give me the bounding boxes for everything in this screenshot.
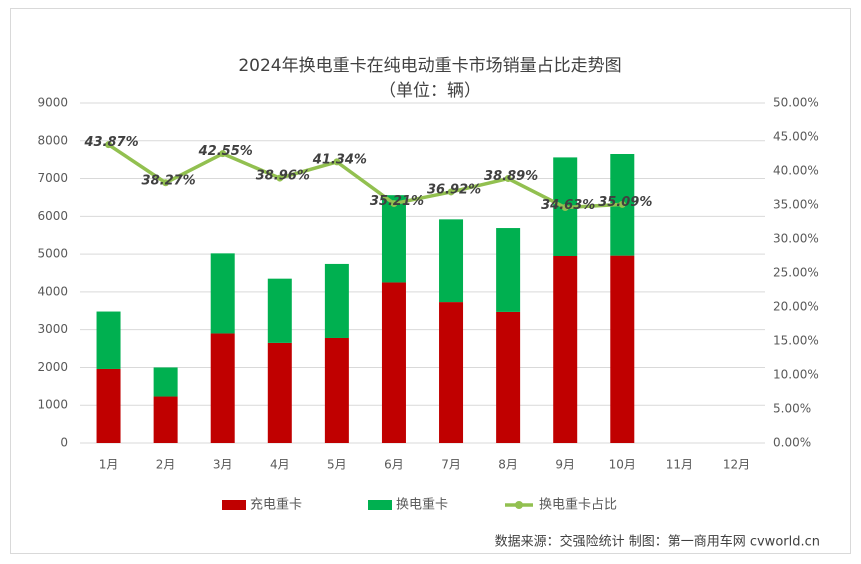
legend-label: 换电重卡 [396, 497, 448, 513]
x-tick-label: 4月 [270, 458, 290, 472]
y2-tick-label: 45.00% [773, 130, 819, 144]
bar [439, 302, 464, 443]
bar [210, 333, 235, 443]
y2-tick-label: 10.00% [773, 368, 819, 382]
legend-swatch [368, 500, 392, 510]
chart-title: 2024年换电重卡在纯电动重卡市场销量占比走势图 [238, 56, 621, 76]
line-point [333, 158, 341, 166]
line-point [105, 141, 113, 149]
legend-label: 换电重卡占比 [539, 497, 617, 513]
y2-tick-label: 5.00% [773, 402, 811, 416]
bar [610, 255, 635, 443]
data-label: 38.27% [142, 173, 196, 188]
y-tick-label: 3000 [37, 322, 68, 336]
y-tick-label: 2000 [37, 360, 68, 374]
data-label: 43.87% [83, 135, 138, 150]
legend-marker [515, 501, 523, 509]
y-tick-label: 5000 [37, 247, 68, 261]
bar [439, 219, 464, 303]
line-point [276, 174, 284, 182]
bar [324, 263, 349, 338]
bar [96, 368, 121, 443]
bar [496, 228, 521, 312]
line-point [561, 204, 569, 212]
data-label: 34.63% [541, 198, 595, 213]
y-tick-label: 4000 [37, 284, 68, 298]
line-point [618, 200, 626, 208]
y2-tick-label: 50.00% [773, 96, 819, 110]
chart-subtitle: （单位：辆） [379, 81, 481, 101]
data-label: 35.21% [370, 194, 424, 209]
x-tick-label: 3月 [213, 458, 233, 472]
line [107, 143, 623, 210]
x-tick-label: 5月 [327, 458, 347, 472]
bar [381, 282, 406, 443]
data-label: 42.55% [198, 144, 253, 159]
x-tick-label: 12月 [723, 458, 750, 472]
x-tick-label: 9月 [555, 458, 575, 472]
data-label: 36.92% [427, 182, 481, 197]
x-tick-label: 8月 [498, 458, 518, 472]
y-tick-label: 9000 [37, 96, 68, 110]
y2-tick-label: 40.00% [773, 164, 819, 178]
y2-tick-label: 35.00% [773, 198, 819, 212]
bar [96, 311, 121, 369]
bar [267, 342, 292, 443]
x-tick-label: 1月 [99, 458, 119, 472]
y2-tick-label: 0.00% [773, 436, 811, 450]
y-tick-label: 8000 [37, 133, 68, 147]
data-label: 41.34% [312, 152, 367, 167]
bar [381, 195, 406, 283]
line-point [447, 188, 455, 196]
legend-label: 充电重卡 [250, 497, 302, 513]
x-tick-label: 2月 [156, 458, 176, 472]
y2-tick-label: 25.00% [773, 266, 819, 280]
bar [153, 396, 178, 443]
line-point [219, 150, 227, 158]
bar [324, 337, 349, 443]
line-point [162, 179, 170, 187]
bar [210, 253, 235, 334]
x-tick-label: 6月 [384, 458, 404, 472]
chart-border [10, 8, 851, 554]
y-tick-label: 7000 [37, 171, 68, 185]
y2-tick-label: 30.00% [773, 232, 819, 246]
y-tick-label: 6000 [37, 209, 68, 223]
line-point [390, 200, 398, 208]
y-tick-label: 0 [60, 436, 68, 450]
source-note: 数据来源：交强险统计 制图：第一商用车网 cvworld.cn [495, 534, 820, 550]
bar [496, 311, 521, 443]
y-tick-label: 1000 [37, 398, 68, 412]
bar [153, 367, 178, 397]
y2-tick-label: 20.00% [773, 300, 819, 314]
y2-tick-label: 15.00% [773, 334, 819, 348]
x-tick-label: 7月 [441, 458, 461, 472]
bar [267, 278, 292, 343]
x-tick-label: 11月 [666, 458, 693, 472]
bar [553, 256, 578, 443]
data-label: 38.96% [256, 169, 310, 184]
data-label: 35.09% [598, 195, 652, 210]
x-tick-label: 10月 [609, 458, 636, 472]
legend-swatch [222, 500, 246, 510]
line-point [504, 175, 512, 183]
data-label: 38.89% [484, 169, 538, 184]
